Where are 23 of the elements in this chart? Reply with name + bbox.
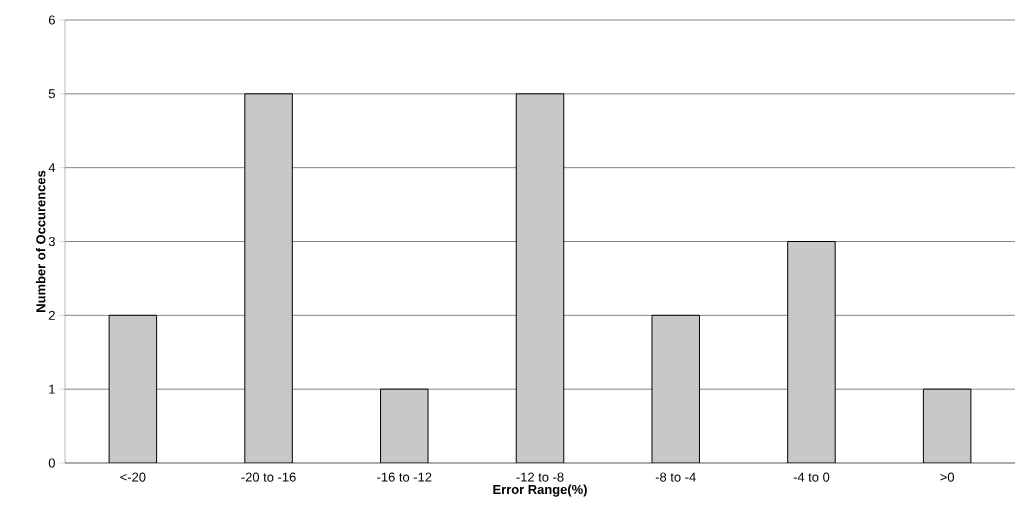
bar	[380, 388, 429, 463]
y-tick-label: 2	[48, 310, 55, 320]
x-tick-label: -20 to -16	[241, 472, 296, 482]
y-tick-label: 6	[48, 15, 55, 25]
x-tick-label: <-20	[120, 472, 146, 482]
y-tick-label: 4	[48, 163, 56, 173]
bar	[244, 93, 293, 463]
y-tick-label: 5	[48, 89, 55, 99]
y-tick-label: 3	[48, 236, 55, 247]
x-tick-label: -8 to -4	[655, 472, 696, 482]
bar	[787, 241, 836, 463]
x-axis-title: Error Range(%)	[493, 484, 587, 497]
y-tick-label: 1	[49, 384, 55, 394]
x-tick-label: -4 to 0	[793, 472, 830, 482]
x-tick-label: -12 to -8	[516, 472, 564, 482]
bar	[515, 93, 565, 463]
y-axis-title: Number of Occurences	[35, 170, 46, 312]
bar	[922, 388, 972, 463]
bar	[108, 314, 158, 463]
y-tick-label: 0	[48, 458, 55, 468]
bar	[651, 314, 700, 463]
x-tick-label: -16 to -12	[377, 472, 432, 482]
x-tick-label: >0	[940, 472, 955, 482]
